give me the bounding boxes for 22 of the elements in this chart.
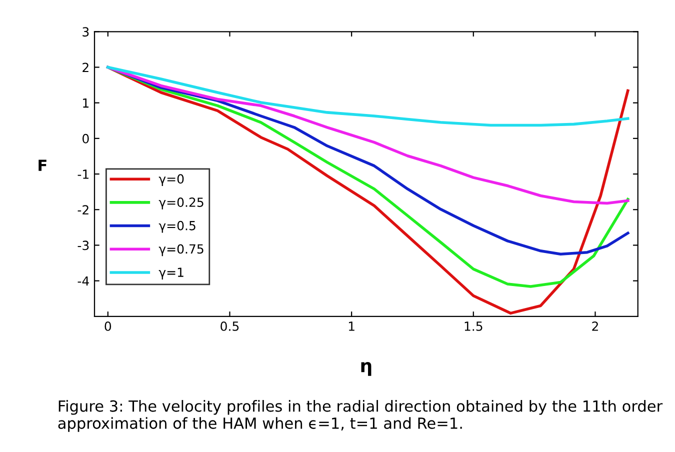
y-tick-label: -3: [78, 240, 89, 250]
y-tick-label: -1: [78, 170, 88, 179]
x-axis-title: η: [361, 362, 372, 376]
y-tick-label: -2: [78, 205, 88, 214]
y-tick-label: -4: [78, 276, 89, 286]
legend-label: γ=0.75: [158, 244, 204, 256]
x-tick-label: 1.5: [464, 322, 482, 331]
legend-label: γ=0: [158, 174, 184, 186]
legend-label: γ=0.5: [158, 220, 196, 233]
y-tick-label: 0: [82, 134, 89, 144]
x-tick-label: 0: [104, 321, 112, 331]
y-tick-label: 3: [82, 27, 89, 37]
line-series: [106, 66, 630, 127]
x-tick-label: 0.5: [220, 321, 239, 331]
x-tick-label: 2: [592, 321, 598, 331]
y-tick-label: 1: [83, 98, 88, 108]
legend-label: γ=0.25: [158, 198, 204, 210]
caption: Figure 3: The velocity profiles in the radial direction obtained by the 11th order approximation of the HAM when ϵ=1, t=1 and Re=1.: [58, 400, 663, 432]
legend-label: γ=1: [158, 268, 184, 280]
y-tick-label: 2: [82, 62, 88, 72]
x-tick-label: 1: [348, 322, 354, 331]
y-axis-title: F: [38, 160, 46, 171]
